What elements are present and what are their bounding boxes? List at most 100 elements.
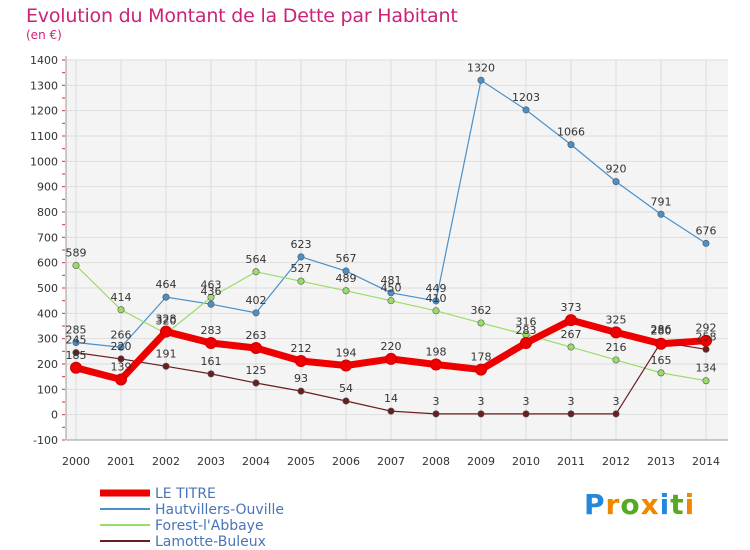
data-label: 191 — [156, 347, 177, 360]
x-tick-label: 2011 — [557, 455, 585, 468]
data-point — [432, 410, 440, 418]
data-label: 920 — [606, 163, 627, 176]
data-label: 1203 — [512, 91, 540, 104]
data-point — [250, 342, 262, 355]
data-label: 328 — [156, 313, 177, 326]
data-label: 266 — [111, 328, 132, 341]
x-tick-label: 2010 — [512, 455, 540, 468]
data-point — [117, 355, 125, 363]
data-point — [657, 369, 665, 377]
data-point — [295, 354, 307, 367]
x-tick-label: 2013 — [647, 455, 675, 468]
data-point — [702, 239, 710, 247]
data-point — [655, 337, 667, 350]
data-label: 791 — [651, 195, 672, 208]
y-tick-label: 400 — [37, 307, 58, 320]
data-point — [252, 309, 260, 317]
data-label: 449 — [426, 282, 447, 295]
data-label: 139 — [111, 360, 132, 373]
data-point — [702, 377, 710, 385]
chart-title: Evolution du Montant de la Dette par Hab… — [26, 5, 458, 27]
data-label: 3 — [613, 395, 620, 408]
data-label: 165 — [651, 354, 672, 367]
data-point — [432, 297, 440, 305]
y-tick-label: 200 — [37, 358, 58, 371]
data-point — [342, 397, 350, 405]
data-point — [610, 326, 622, 339]
data-point — [477, 76, 485, 84]
y-tick-label: 500 — [37, 282, 58, 295]
data-point — [297, 277, 305, 285]
data-label: 258 — [696, 330, 717, 343]
y-tick-label: 1000 — [30, 155, 58, 168]
data-label: 285 — [66, 323, 87, 336]
legend-label: Lamotte-Buleux — [155, 534, 266, 550]
data-label: 267 — [561, 328, 582, 341]
x-tick-label: 2014 — [692, 455, 720, 468]
y-tick-label: 1300 — [30, 79, 58, 92]
data-label: 436 — [201, 285, 222, 298]
data-label: 134 — [696, 362, 717, 375]
data-point — [657, 210, 665, 218]
y-tick-label: 100 — [37, 383, 58, 396]
data-point — [387, 407, 395, 415]
data-point — [205, 336, 217, 349]
x-tick-label: 2003 — [197, 455, 225, 468]
data-point — [160, 325, 172, 338]
proxiti-logo: Proxiti — [584, 488, 695, 521]
data-label: 362 — [471, 304, 492, 317]
data-point — [477, 319, 485, 327]
data-label: 280 — [651, 325, 672, 338]
data-point — [70, 361, 82, 374]
y-tick-label: 700 — [37, 231, 58, 244]
data-label: 676 — [696, 224, 717, 237]
data-label: 125 — [246, 364, 267, 377]
x-tick-label: 2007 — [377, 455, 405, 468]
data-label: 316 — [516, 316, 537, 329]
data-label: 212 — [291, 342, 312, 355]
data-label: 54 — [339, 382, 353, 395]
data-label: 1320 — [467, 61, 495, 74]
data-label: 450 — [381, 282, 402, 295]
data-label: 1066 — [557, 126, 585, 139]
y-tick-label: 900 — [37, 181, 58, 194]
data-label: 3 — [568, 395, 575, 408]
data-label: 623 — [291, 238, 312, 251]
x-tick-label: 2005 — [287, 455, 315, 468]
data-label: 198 — [426, 346, 447, 359]
data-point — [387, 297, 395, 305]
chart-subtitle: (en €) — [26, 28, 62, 42]
data-label: 220 — [381, 340, 402, 353]
y-tick-label: 600 — [37, 257, 58, 270]
data-point — [207, 293, 215, 301]
data-point — [252, 379, 260, 387]
data-point — [702, 345, 710, 353]
data-point — [297, 387, 305, 395]
data-label: 286 — [651, 323, 672, 336]
data-point — [522, 410, 530, 418]
data-label: 402 — [246, 294, 267, 307]
data-label: 410 — [426, 292, 447, 305]
logo-letter: i — [684, 488, 696, 521]
data-label: 464 — [156, 278, 177, 291]
logo-letter: t — [670, 488, 685, 521]
data-point — [72, 349, 80, 357]
data-label: 489 — [336, 272, 357, 285]
data-point — [475, 363, 487, 376]
y-tick-label: 1100 — [30, 130, 58, 143]
data-label: 283 — [201, 324, 222, 337]
data-label: 220 — [111, 340, 132, 353]
data-label: 320 — [156, 315, 177, 328]
data-point — [520, 336, 532, 349]
data-point — [567, 343, 575, 351]
data-label: 564 — [246, 253, 267, 266]
data-label: 292 — [696, 322, 717, 335]
x-tick-label: 2001 — [107, 455, 135, 468]
data-point — [117, 343, 125, 351]
data-point — [432, 307, 440, 315]
data-label: 185 — [66, 349, 87, 362]
y-tick-label: -100 — [33, 434, 58, 447]
data-label: 481 — [381, 274, 402, 287]
logo-letter: i — [659, 488, 671, 521]
data-point — [522, 106, 530, 114]
